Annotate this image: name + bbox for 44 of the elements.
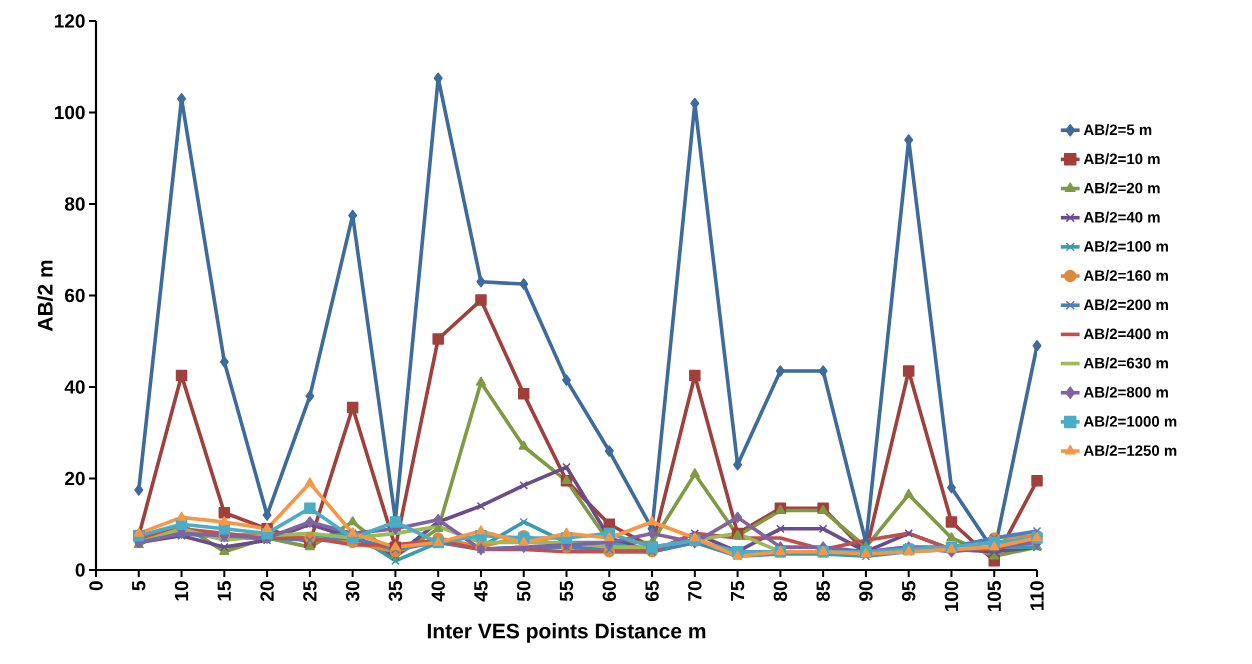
- x-tick-label: 65: [645, 581, 659, 601]
- x-tick-label: 0: [89, 581, 103, 591]
- x-tick-label: 35: [388, 581, 403, 602]
- x-tick-label: 55: [559, 581, 574, 602]
- x-tick-label: 5: [132, 581, 146, 591]
- x-tick-label: 40: [431, 581, 445, 602]
- x-tick-label: 75: [730, 581, 745, 601]
- legend-label: AB/2=200 m: [1083, 299, 1168, 311]
- x-tick-label: 110: [1030, 581, 1044, 610]
- x-tick-label: 100: [944, 581, 959, 612]
- y-tick-label: 80: [64, 197, 85, 211]
- legend-label: AB/2=630 m: [1083, 357, 1168, 369]
- x-tick-label: 70: [688, 581, 702, 601]
- x-tick-label: 20: [260, 581, 274, 602]
- x-tick-label: 30: [345, 581, 360, 602]
- y-tick-label: 60: [65, 288, 85, 303]
- x-tick-label: 90: [859, 581, 873, 602]
- x-tick-label: 50: [517, 581, 531, 602]
- x-tick-label: 45: [474, 581, 488, 602]
- legend-label: AB/2=400 m: [1083, 328, 1168, 340]
- legend-label: AB/2=1250 m: [1083, 444, 1177, 457]
- legend-label: AB/2=160 m: [1083, 269, 1168, 282]
- y-tick-label: 100: [54, 105, 85, 120]
- x-tick-label: 105: [987, 581, 1001, 612]
- x-tick-label: 80: [773, 581, 788, 602]
- legend-label: AB/2=100 m: [1083, 240, 1168, 252]
- legend-label: AB/2=40 m: [1083, 211, 1160, 223]
- legend-label: AB/2=800 m: [1083, 386, 1168, 398]
- x-tick-label: 25: [303, 581, 317, 602]
- legend-label: AB/2=5 m: [1083, 124, 1152, 136]
- x-tick-label: 60: [602, 581, 617, 601]
- legend-label: AB/2=20 m: [1083, 182, 1160, 194]
- y-tick-label: 20: [65, 471, 85, 486]
- y-axis-title: AB/2 m: [37, 260, 53, 332]
- x-tick-label: 85: [816, 581, 830, 602]
- legend-label: AB/2=1000 m: [1083, 415, 1177, 427]
- y-tick-label: 40: [64, 380, 85, 394]
- x-tick-label: 10: [174, 581, 189, 601]
- y-tick-label: 0: [75, 563, 85, 577]
- x-axis-title: Inter VES points Distance m: [427, 623, 706, 643]
- x-tick-label: 15: [217, 581, 231, 601]
- legend-label: AB/2=10 m: [1083, 153, 1160, 165]
- y-tick-label: 120: [54, 14, 85, 28]
- x-tick-label: 95: [901, 581, 916, 602]
